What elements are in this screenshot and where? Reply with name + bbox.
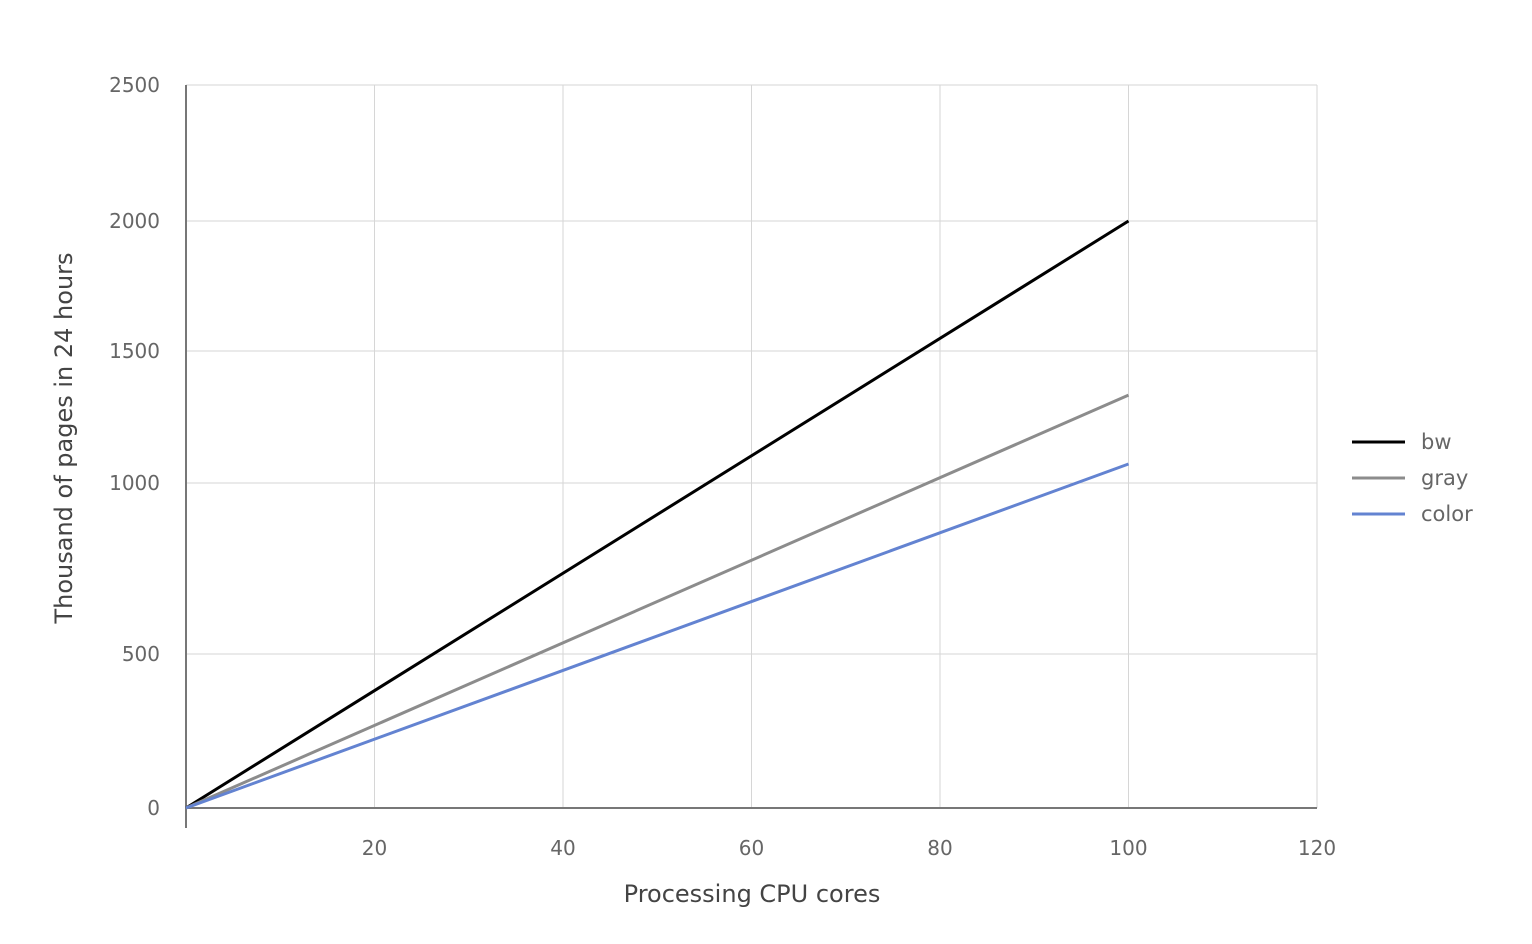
x-tick-label: 100 <box>1109 836 1147 860</box>
y-tick-label: 1500 <box>109 339 160 363</box>
y-tick-label: 0 <box>147 796 160 820</box>
x-tick-label: 40 <box>550 836 575 860</box>
tick-labels: 20 40 60 80 100 120 0 500 1000 1500 2000 2500 <box>109 73 1336 860</box>
grid <box>186 84 1318 808</box>
series-line-bw <box>185 219 1130 810</box>
y-axis-label: Thousand of pages in 24 hours <box>50 252 78 624</box>
series-line-color <box>185 462 1130 810</box>
legend-label-color: color <box>1421 502 1473 526</box>
y-tick-label: 2500 <box>109 73 160 97</box>
x-axis-label: Processing CPU cores <box>624 880 881 908</box>
y-tick-label: 1000 <box>109 471 160 495</box>
x-tick-label: 80 <box>927 836 952 860</box>
y-tick-label: 2000 <box>109 209 160 233</box>
x-tick-label: 120 <box>1298 836 1336 860</box>
legend-label-bw: bw <box>1421 430 1452 454</box>
axes <box>185 85 1317 828</box>
y-tick-label: 500 <box>122 642 160 666</box>
series-lines <box>185 219 1130 810</box>
series-line-gray <box>185 393 1130 810</box>
x-tick-label: 60 <box>739 836 764 860</box>
x-tick-label: 20 <box>362 836 387 860</box>
legend-label-gray: gray <box>1421 466 1468 490</box>
legend: bw gray color <box>1352 430 1473 526</box>
